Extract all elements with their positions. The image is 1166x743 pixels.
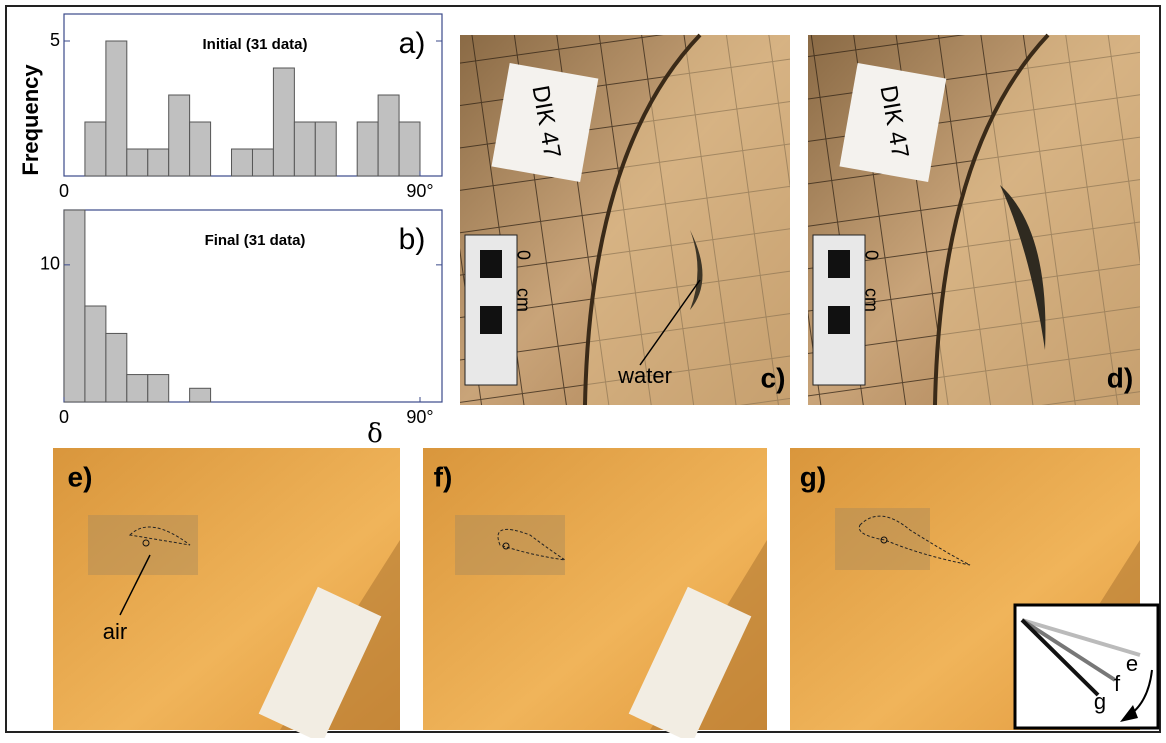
y-tick-label: 10 xyxy=(40,254,60,274)
photo-c: DIK 47 0 cm water c) xyxy=(460,35,790,405)
panel-label: d) xyxy=(1107,362,1133,393)
panel-label: a) xyxy=(399,27,426,60)
figure: Frequency δ DIK 47 0 cm water c) DIK 47 … xyxy=(0,0,1166,738)
histogram-bar xyxy=(64,210,85,402)
histogram-bar xyxy=(190,122,211,176)
histogram-bar xyxy=(127,149,148,176)
histogram-bar xyxy=(378,95,399,176)
inset: e f g xyxy=(1015,605,1158,728)
annotation: water xyxy=(617,363,672,388)
histogram-bar xyxy=(148,149,169,176)
scale-unit: cm xyxy=(513,288,533,312)
histogram-bar xyxy=(315,122,336,176)
histogram-bar xyxy=(106,41,127,176)
chart-title: Final (31 data) xyxy=(205,232,306,249)
x-tick-label: 90° xyxy=(406,181,433,201)
panel-label: g) xyxy=(800,461,826,492)
histogram-bar xyxy=(148,375,169,402)
x-tick-label: 90° xyxy=(406,407,433,427)
histogram-bar xyxy=(399,122,420,176)
panel-label: f) xyxy=(434,461,453,492)
scale-zero: 0 xyxy=(513,250,533,260)
histogram-bar xyxy=(106,333,127,402)
histogram-bar xyxy=(357,122,378,176)
histogram-bar xyxy=(294,122,315,176)
x-axis-label: δ xyxy=(367,419,383,449)
x-tick-label: 0 xyxy=(59,181,69,201)
histogram-bar xyxy=(273,68,294,176)
histogram-bar xyxy=(85,306,106,402)
histogram-bar xyxy=(252,149,273,176)
y-axis-label: Frequency xyxy=(18,64,43,176)
histogram-bar xyxy=(169,95,190,176)
photo-d: DIK 47 0 cm d) xyxy=(808,35,1140,405)
y-tick-label: 5 xyxy=(50,30,60,50)
histogram-bar xyxy=(127,375,148,402)
photo-f: f) xyxy=(423,448,767,738)
histogram-bar xyxy=(85,122,106,176)
panel-label: e) xyxy=(68,461,93,492)
annotation: air xyxy=(103,619,127,644)
panel-label: b) xyxy=(399,223,426,256)
x-tick-label: 0 xyxy=(59,407,69,427)
photo-e: air e) xyxy=(53,448,400,738)
histogram-bar xyxy=(190,388,211,402)
histogram-bar xyxy=(232,149,253,176)
scale-zero: 0 xyxy=(861,250,881,260)
inset-label: f xyxy=(1114,671,1121,696)
chart-title: Initial (31 data) xyxy=(202,36,307,53)
inset-label: g xyxy=(1094,689,1106,714)
inset-label: e xyxy=(1126,651,1138,676)
panel-label: c) xyxy=(761,362,786,393)
scale-unit: cm xyxy=(861,288,881,312)
